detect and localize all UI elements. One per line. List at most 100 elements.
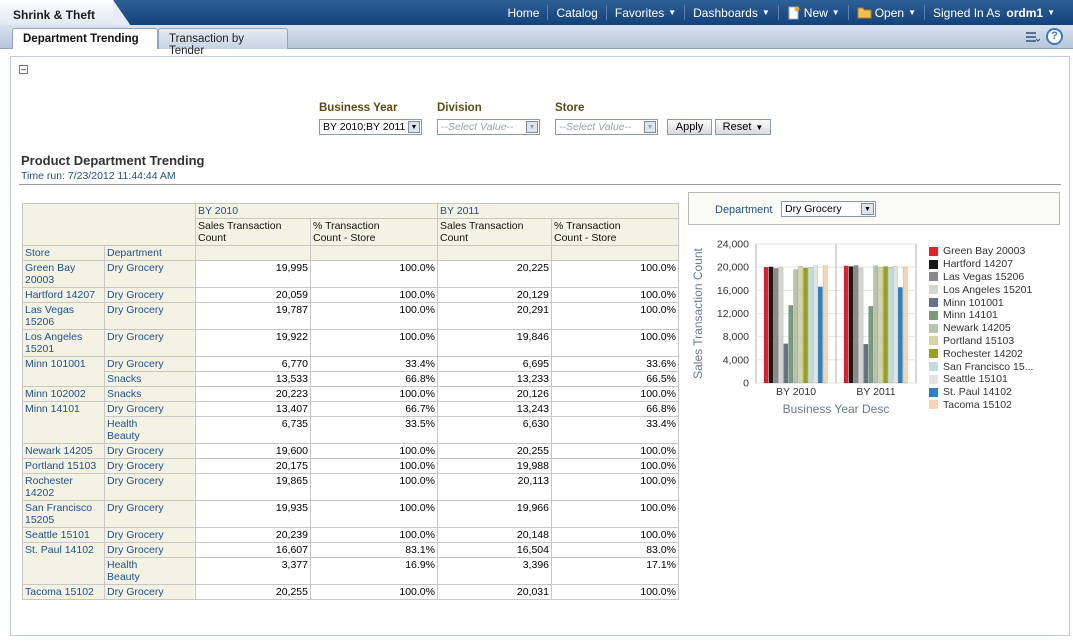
store-name: San Francisco [25,502,93,514]
store-cell[interactable]: Seattle 15101 [22,527,105,543]
store-cell[interactable]: Las Vegas 15206 [22,302,105,330]
value-cell: 100.0% [310,302,438,330]
store-cell[interactable]: Green Bay 20003 [22,260,105,288]
value-cell: 83.1% [310,542,438,558]
bar [803,267,808,384]
store-name: Las Vegas [25,304,75,316]
chevron-down-icon: ▼ [668,8,677,17]
value-cell: 100.0% [551,260,679,288]
row-header[interactable]: Store [22,245,105,261]
department-cell[interactable]: Snacks [104,386,196,402]
nav-home[interactable]: Home [499,5,547,20]
department-cell[interactable]: Dry Grocery [104,329,196,357]
app-title: Shrink & Theft [0,0,131,26]
value-cell: 100.0% [310,473,438,501]
value-cell: 100.0% [551,458,679,474]
bar [798,265,803,384]
value-cell: 100.0% [310,329,438,357]
reset-label: Reset [722,121,752,133]
empty-header-cell [437,245,552,261]
legend-item: Minn 101001 [929,296,1033,309]
nav-catalog[interactable]: Catalog [547,5,605,20]
department-cell[interactable]: Dry Grocery [104,287,196,303]
store-name: 15205 [25,514,55,526]
nav-open-label: Open [874,5,905,20]
store-cell[interactable]: St. Paul 14102 [22,542,105,585]
store-name: Minn 14101 [25,403,80,415]
value-cell: 20,239 [195,527,311,543]
nav-favorites-label: Favorites [614,5,665,20]
dashboard-page: – Business Year BY 2010;BY 2011 ▼ Divisio… [10,56,1070,636]
store-select[interactable]: --Select Value-- ▼ [555,119,658,135]
department-cell[interactable]: Dry Grocery [104,584,196,600]
value-cell: 19,922 [195,329,311,357]
nav-open[interactable]: Open ▼ [847,5,924,20]
department-name: Dry Grocery [107,475,164,487]
store-cell[interactable]: San Francisco 15205 [22,500,105,528]
nav-new[interactable]: New ▼ [777,5,848,20]
department-cell[interactable]: Health Beauty [104,557,196,585]
tab-department-trending[interactable]: Department Trending [12,28,158,49]
table-row: Newark 14205 Dry Grocery 19,600 100.0% 20,25… [22,443,679,459]
legend-item: Portland 15103 [929,335,1033,348]
store-cell[interactable]: Hartford 14207 [22,287,105,303]
year-header[interactable]: BY 2011 [437,203,679,219]
row-header[interactable]: Department [104,245,196,261]
legend-label: Newark 14205 [943,322,1011,335]
department-cell[interactable]: Dry Grocery [104,527,196,543]
tab-transaction-by-tender[interactable]: Transaction by Tender [158,28,288,57]
help-icon[interactable]: ? [1046,28,1063,45]
dropdown-arrow-icon: ▼ [861,203,874,215]
store-cell[interactable]: Newark 14205 [22,443,105,459]
y-tick-label: 16,000 [717,285,749,297]
value-cell: 16,607 [195,542,311,558]
department-cell[interactable]: Dry Grocery [104,356,196,372]
value-cell: 100.0% [310,584,438,600]
department-cell[interactable]: Dry Grocery [104,260,196,288]
collapse-section-icon[interactable]: – [19,64,28,74]
year-header[interactable]: BY 2010 [195,203,438,219]
department-cell[interactable]: Health Beauty [104,416,196,444]
store-cell[interactable]: Minn 101001 [22,356,105,387]
department-name: Health [107,559,138,571]
store-cell[interactable]: Los Angeles 15201 [22,329,105,357]
reset-button[interactable]: Reset ▼ [715,119,771,135]
business-year-select[interactable]: BY 2010;BY 2011 ▼ [319,119,422,135]
legend-label: Seattle 15101 [943,373,1008,386]
store-cell[interactable]: Rochester 14202 [22,473,105,501]
department-select[interactable]: Dry Grocery ▼ [781,201,876,217]
apply-button[interactable]: Apply [667,119,712,135]
legend-label: Minn 14101 [943,309,998,322]
store-cell[interactable]: Portland 15103 [22,458,105,474]
department-filter-label: Department [715,204,773,216]
nav-dashboards[interactable]: Dashboards ▼ [684,5,778,20]
value-cell: 19,787 [195,302,311,330]
department-cell[interactable]: Dry Grocery [104,302,196,330]
value-cell: 66.8% [551,401,679,417]
nav-favorites[interactable]: Favorites ▼ [605,5,684,20]
store-name: Seattle 15101 [25,529,90,541]
division-select[interactable]: --Select Value-- ▼ [437,119,540,135]
value-cell: 19,600 [195,443,311,459]
measure-header-line: Count - Store [554,232,617,244]
department-cell[interactable]: Dry Grocery [104,473,196,501]
nav-signed-in[interactable]: Signed In As ordm1 ▼ [924,5,1063,20]
value-cell: 20,175 [195,458,311,474]
page-options-icon[interactable] [1024,30,1040,44]
department-cell[interactable]: Dry Grocery [104,401,196,417]
bar [778,267,784,384]
store-cell[interactable]: Minn 14101 [22,401,105,444]
value-cell: 66.8% [310,371,438,387]
department-cell[interactable]: Dry Grocery [104,542,196,558]
department-cell[interactable]: Snacks [104,371,196,387]
department-cell[interactable]: Dry Grocery [104,443,196,459]
store-cell[interactable]: Tacoma 15102 [22,584,105,600]
legend-item: Los Angeles 15201 [929,283,1033,296]
value-cell: 19,935 [195,500,311,528]
store-cell[interactable]: Minn 102002 [22,386,105,402]
department-cell[interactable]: Dry Grocery [104,458,196,474]
table-row: San Francisco 15205 Dry Grocery 19,935 100.0… [22,500,679,528]
department-cell[interactable]: Dry Grocery [104,500,196,528]
legend-swatch [929,374,938,384]
bar [763,266,769,384]
